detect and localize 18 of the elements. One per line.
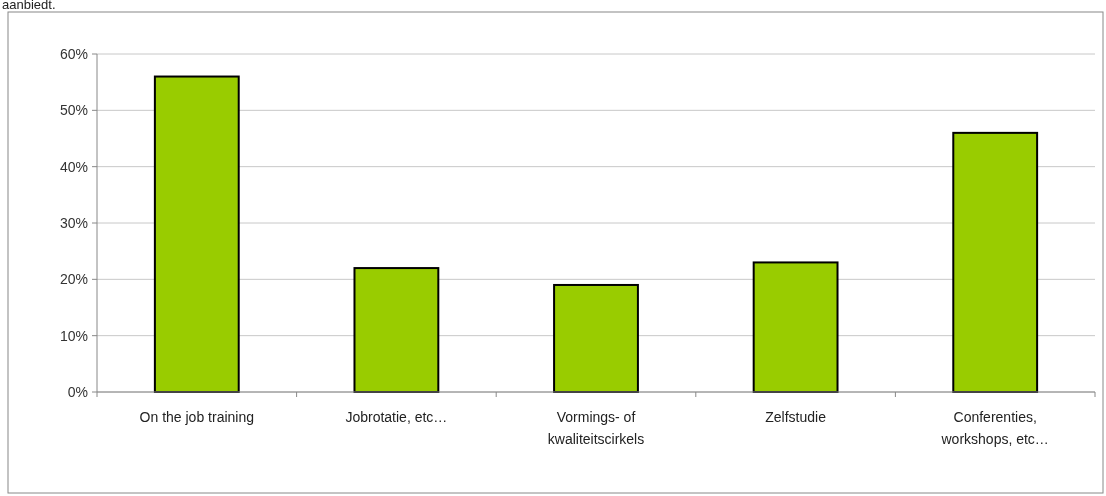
bar [353, 267, 440, 393]
text: aanbiedt. [2, 0, 56, 12]
y-tick-label: 30% [59, 214, 88, 231]
y-tick-label: 40% [59, 158, 88, 175]
y-tick-label: 60% [59, 45, 88, 62]
bar [952, 131, 1039, 393]
x-tick-label: Vormings- of kwaliteitscirkels [547, 409, 645, 447]
y-tick-label: 50% [59, 102, 88, 119]
x-tick-label: Zelfstudie [765, 409, 827, 425]
y-tick-label: 10% [59, 327, 88, 344]
y-tick-label: 20% [59, 271, 88, 288]
y-tick-label: 0% [67, 383, 88, 400]
x-tick-label: Jobrotatie, etc… [345, 409, 448, 425]
bar [153, 75, 240, 393]
x-tick-label: Conferenties, workshops, etc… [940, 409, 1049, 447]
bar [752, 261, 839, 393]
bar [553, 283, 639, 393]
x-tick-label: On the job training [139, 409, 254, 425]
